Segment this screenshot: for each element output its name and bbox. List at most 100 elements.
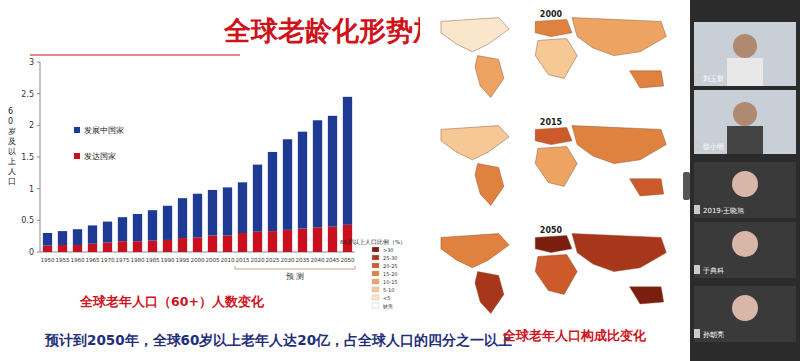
bar bbox=[328, 227, 337, 252]
bar bbox=[298, 132, 307, 229]
legend-swatch bbox=[74, 127, 80, 133]
x-tick-label: 2005 bbox=[205, 257, 220, 263]
y-tick-label: 1 bbox=[29, 185, 34, 194]
map-legend-swatch bbox=[372, 263, 379, 268]
continent bbox=[535, 255, 577, 295]
participant-name: 孙朝亮 bbox=[703, 331, 724, 339]
legend-label: 发达国家 bbox=[84, 152, 116, 161]
map-legend-swatch bbox=[372, 287, 379, 292]
y-tick-label: 2 bbox=[29, 121, 34, 130]
y-tick bbox=[37, 157, 40, 158]
x-tick-label: 1950 bbox=[40, 257, 55, 263]
bar bbox=[208, 190, 217, 236]
map-legend-label: 缺失 bbox=[383, 303, 393, 309]
mic-icon bbox=[694, 141, 700, 150]
bar bbox=[223, 236, 232, 252]
x-tick-label: 1960 bbox=[70, 257, 85, 263]
map-bg bbox=[420, 118, 682, 213]
avatar bbox=[732, 171, 758, 197]
bar bbox=[118, 217, 127, 241]
continent bbox=[535, 147, 577, 187]
participant-name: 徐小明 bbox=[703, 143, 724, 151]
bar bbox=[148, 241, 157, 252]
sidebar bbox=[690, 0, 800, 361]
y-tick bbox=[37, 188, 40, 189]
bar bbox=[238, 233, 247, 252]
map-year: 2015 bbox=[540, 118, 563, 127]
continent bbox=[572, 18, 666, 56]
map-legend-swatch bbox=[372, 279, 379, 284]
map-bg bbox=[420, 226, 682, 321]
legend-swatch bbox=[74, 153, 80, 159]
bar bbox=[163, 206, 172, 240]
bar bbox=[223, 187, 232, 235]
continent bbox=[535, 128, 572, 145]
bar bbox=[118, 241, 127, 252]
video-tile[interactable] bbox=[694, 90, 796, 154]
map-year: 2050 bbox=[540, 226, 563, 235]
legend-label: 发展中国家 bbox=[84, 126, 124, 135]
x-tick-label: 1970 bbox=[100, 257, 115, 263]
map-year: 2000 bbox=[540, 10, 563, 19]
bar bbox=[313, 120, 322, 227]
continent bbox=[475, 164, 504, 206]
map-legend-label: 10-15 bbox=[383, 279, 398, 285]
conclusion: 预计到2050年，全球60岁以上老年人达20亿，占全球人口的四分之一以上 bbox=[44, 332, 512, 348]
map-legend-label: 25-30 bbox=[383, 255, 398, 261]
continent bbox=[475, 56, 504, 98]
map-legend-swatch bbox=[372, 271, 379, 276]
mic-icon bbox=[694, 265, 700, 274]
bar bbox=[328, 116, 337, 227]
continent bbox=[441, 18, 509, 52]
bar bbox=[43, 233, 52, 246]
map-bg bbox=[420, 10, 682, 105]
bar bbox=[253, 232, 262, 252]
bars bbox=[43, 97, 352, 252]
x-tick-label: 2040 bbox=[310, 257, 325, 263]
map-legend-swatch bbox=[372, 295, 379, 300]
bar bbox=[253, 165, 262, 232]
map-legend-swatch bbox=[372, 247, 379, 252]
bar bbox=[58, 245, 67, 252]
avatar bbox=[732, 295, 758, 321]
bar bbox=[283, 230, 292, 252]
bar bbox=[343, 97, 352, 225]
participant-name: 刘玉新 bbox=[703, 75, 724, 83]
y-tick bbox=[37, 220, 40, 221]
continent bbox=[441, 126, 509, 160]
bar bbox=[43, 246, 52, 252]
bar bbox=[103, 243, 112, 253]
video-tile[interactable] bbox=[694, 22, 796, 86]
map-caption: 全球老年人口构成比变化 bbox=[502, 328, 647, 343]
bar bbox=[268, 152, 277, 231]
bar bbox=[148, 210, 157, 240]
person bbox=[733, 102, 757, 126]
continent bbox=[630, 179, 664, 196]
person bbox=[733, 34, 757, 58]
y-tick bbox=[37, 125, 40, 126]
y-tick bbox=[37, 93, 40, 94]
collapse-handle[interactable] bbox=[683, 172, 690, 200]
x-tick-label: 1980 bbox=[130, 257, 145, 263]
bar bbox=[193, 194, 202, 238]
x-tick-label: 1995 bbox=[175, 257, 190, 263]
slide-bg bbox=[0, 0, 690, 361]
x-tick-label: 1965 bbox=[85, 257, 100, 263]
x-tick-label: 2050 bbox=[340, 257, 355, 263]
bar bbox=[313, 227, 322, 252]
video-tile[interactable] bbox=[694, 222, 796, 278]
video-tile[interactable] bbox=[694, 162, 796, 218]
bar bbox=[73, 245, 82, 252]
x-tick-label: 2030 bbox=[280, 257, 295, 263]
bar bbox=[178, 198, 187, 238]
bar bbox=[88, 244, 97, 252]
continent bbox=[572, 126, 666, 164]
video-tile[interactable] bbox=[694, 286, 796, 342]
world-map: 2050 bbox=[420, 226, 682, 321]
world-map: 2015 bbox=[420, 118, 682, 213]
bar bbox=[73, 229, 82, 245]
x-tick-label: 2010 bbox=[220, 257, 235, 263]
map-legend-label: <5 bbox=[383, 295, 390, 301]
x-tick-label: 1955 bbox=[55, 257, 70, 263]
y-tick bbox=[37, 252, 40, 253]
